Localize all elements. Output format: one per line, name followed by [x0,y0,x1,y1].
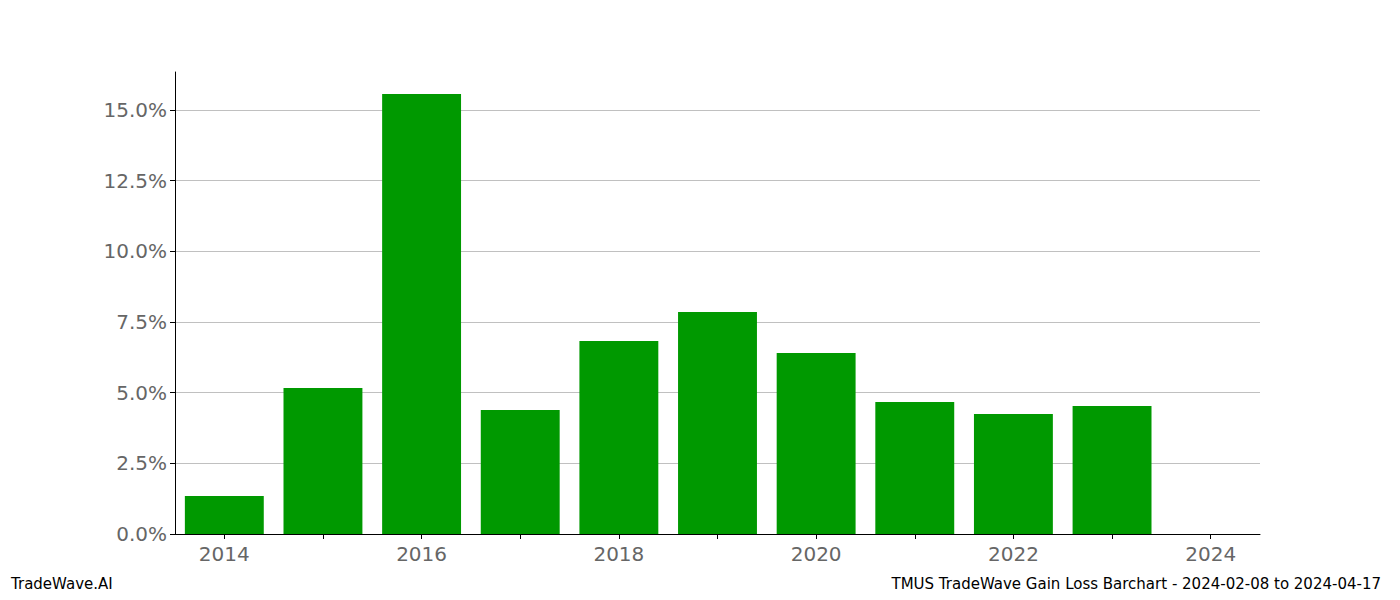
svg-text:2018: 2018 [593,542,644,566]
svg-text:7.5%: 7.5% [116,310,167,334]
svg-text:10.0%: 10.0% [103,239,167,263]
svg-text:2022: 2022 [988,542,1039,566]
svg-text:5.0%: 5.0% [116,381,167,405]
svg-text:2020: 2020 [791,542,842,566]
svg-text:2024: 2024 [1185,542,1236,566]
svg-text:TMUS TradeWave Gain Loss Barch: TMUS TradeWave Gain Loss Barchart - 2024… [890,575,1381,593]
svg-text:TradeWave.AI: TradeWave.AI [10,575,113,593]
svg-text:2014: 2014 [199,542,250,566]
svg-text:12.5%: 12.5% [103,169,167,193]
svg-text:0.0%: 0.0% [116,522,167,546]
svg-text:2016: 2016 [396,542,447,566]
svg-text:2.5%: 2.5% [116,451,167,475]
svg-text:15.0%: 15.0% [103,98,167,122]
